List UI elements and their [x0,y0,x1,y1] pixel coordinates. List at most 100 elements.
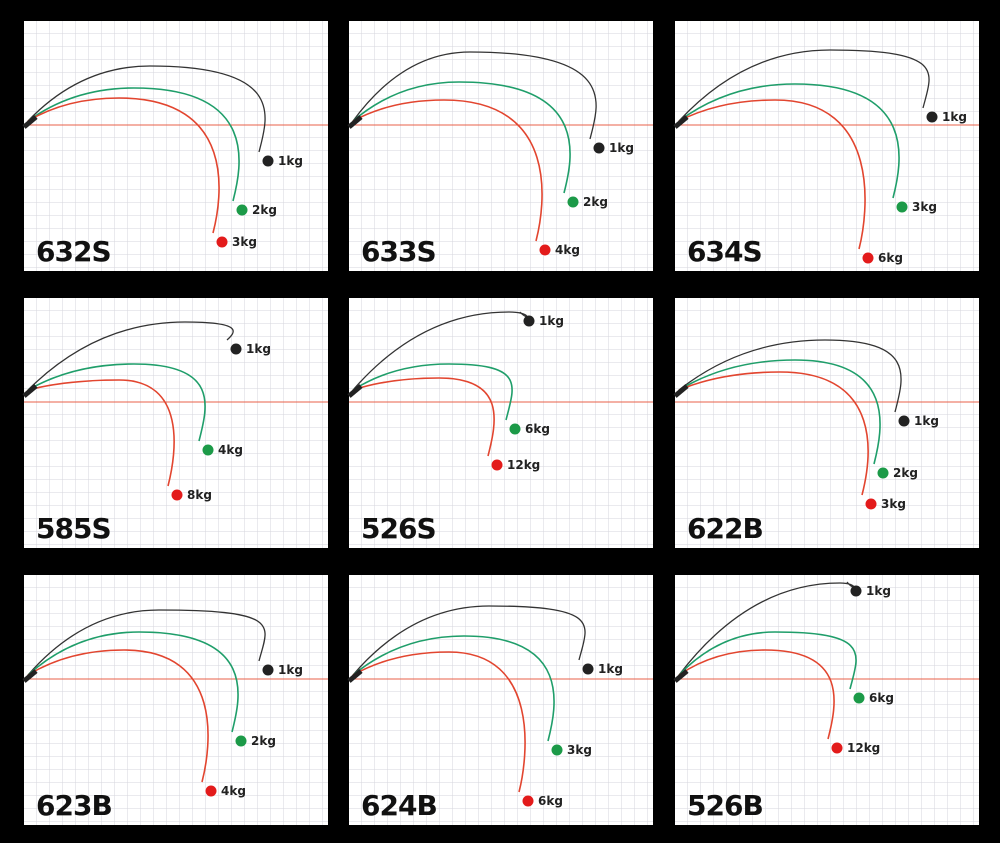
model-label: 623B [36,789,112,822]
load-label: 1kg [539,314,564,328]
load-label: 3kg [232,235,257,249]
load-dot [262,155,274,167]
rod-curve [352,651,526,793]
rod-curve [27,87,240,202]
grid [349,21,653,271]
rod-curve [678,339,902,413]
load-dot [205,785,217,797]
load-dot [862,252,874,264]
load-dot [262,664,274,676]
load-dot [236,204,248,216]
panel: 1kg 3kg 6kg 624B [347,575,653,825]
load-dot [898,415,910,427]
load-dot [593,142,605,154]
rod-curve [27,363,206,442]
load-label: 1kg [598,662,623,676]
rod-butt [673,669,689,683]
load-label: 3kg [567,743,592,757]
rod-curve [352,81,571,194]
load-dot [539,244,551,256]
panel: 1kg 6kg 12kg 526S [347,298,653,548]
rod-curve [352,99,543,242]
load-dot [850,585,862,597]
load-label: 6kg [878,251,903,265]
load-label: 1kg [609,141,634,155]
rod-butt [673,115,689,129]
load-label: 1kg [278,663,303,677]
load-label: 3kg [912,200,937,214]
load-label: 1kg [942,110,967,124]
model-label: 633S [361,235,436,268]
load-label: 8kg [187,488,212,502]
model-label: 526S [361,512,436,545]
rod-curve [678,83,900,199]
load-label: 6kg [538,794,563,808]
rod-butt [673,384,689,398]
rod-curve [27,321,234,391]
load-dot [171,489,183,501]
rod-butt [22,669,38,683]
rod-butt [347,115,363,129]
panel: 1kg 3kg 6kg 634S [673,21,979,271]
panel: 1kg 4kg 8kg 585S [22,298,328,548]
load-dot [491,459,503,471]
grid [349,575,653,825]
rod-curve [678,99,866,250]
rod-curve [678,359,881,465]
load-dot [235,735,247,747]
model-label: 624B [361,789,437,822]
rod-curve [352,635,555,742]
grid [24,298,328,548]
grid [675,21,979,271]
grid [24,21,328,271]
load-label: 1kg [866,584,891,598]
model-label: 585S [36,512,111,545]
panel: 1kg 6kg 12kg 526B [673,575,979,825]
model-label: 526B [687,789,763,822]
load-label: 12kg [847,741,880,755]
rod-butt [347,384,363,398]
rod-butt [22,115,38,129]
load-label: 1kg [278,154,303,168]
grid [675,575,979,825]
panel: 1kg 2kg 3kg 632S [22,21,328,271]
load-label: 12kg [507,458,540,472]
rod-curve [27,609,266,676]
load-dot [509,423,521,435]
load-dot [551,744,563,756]
grid [24,575,328,825]
load-dot [853,692,865,704]
load-dot [230,343,242,355]
rod-curve [352,605,586,676]
rod-curve [678,371,869,496]
panel: 1kg 2kg 4kg 623B [22,575,328,825]
rod-curve [678,649,835,740]
model-label: 634S [687,235,762,268]
load-label: 4kg [221,784,246,798]
rod-curve [352,51,597,140]
panel: 1kg 2kg 4kg 633S [347,21,653,271]
rod-curve [27,631,239,733]
load-label: 1kg [914,414,939,428]
load-label: 2kg [251,734,276,748]
rod-curve [27,97,220,234]
rod-curve [678,631,857,690]
load-dot [877,467,889,479]
load-dot [865,498,877,510]
load-label: 4kg [555,243,580,257]
rod-butt [347,669,363,683]
panel: 1kg 2kg 3kg 622B [673,298,979,548]
load-dot [523,315,535,327]
load-dot [522,795,534,807]
model-label: 622B [687,512,763,545]
load-dot [831,742,843,754]
load-label: 2kg [893,466,918,480]
model-label: 632S [36,235,111,268]
rod-curve [27,649,209,783]
load-label: 2kg [252,203,277,217]
load-label: 4kg [218,443,243,457]
load-label: 6kg [869,691,894,705]
rod-butt [22,384,38,398]
